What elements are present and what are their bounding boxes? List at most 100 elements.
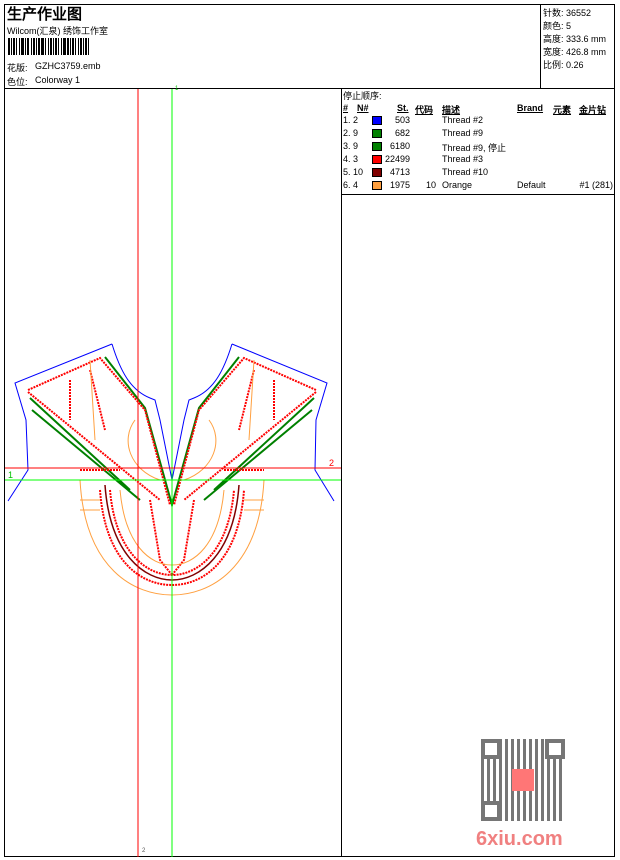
barcode-bar (78, 38, 79, 55)
thread-row: 2. 9 682 Thread #9 (343, 128, 615, 141)
row-idx: 1. (343, 115, 351, 125)
row-no: 10 (353, 167, 364, 177)
barcode-bar (13, 38, 15, 55)
color-swatch (372, 168, 382, 177)
barcode-bar (19, 38, 20, 55)
color-swatch (372, 142, 382, 151)
barcode-bar (40, 38, 41, 55)
stats-divider (540, 4, 541, 88)
row-idx: 2. (343, 128, 351, 138)
barcode-bar (53, 38, 54, 55)
barcode-bar (87, 38, 88, 55)
barcode-bar (29, 38, 31, 55)
barcode-bar (27, 38, 29, 55)
barcode-bar (33, 38, 35, 55)
thread-row: 5. 10 4713 Thread #10 (343, 167, 615, 180)
barcode-bar (11, 38, 12, 55)
stat-colors: 颜色: 5 (543, 21, 572, 31)
table-divider (341, 194, 615, 195)
col-code: 代码 (415, 105, 434, 115)
row-idx: 4. (343, 154, 351, 164)
barcode-bar (89, 38, 91, 55)
col-element: 元素 (553, 105, 572, 115)
design-label: 花版: (7, 63, 28, 73)
barcode-bar (69, 38, 70, 55)
color-swatch (372, 181, 382, 190)
barcode-bar (44, 38, 45, 55)
barcode-bar (46, 38, 48, 55)
col-brand: Brand (517, 103, 544, 113)
barcode-bar (61, 38, 62, 55)
studio-name: Wilcom(汇泉) 绣饰工作室 (7, 26, 108, 36)
col-sequin: 金片钻 (579, 105, 607, 115)
row-sequin: #1 (281) (579, 180, 613, 190)
barcode-bar (67, 38, 69, 55)
row-idx: 6. (343, 180, 351, 190)
barcode-bar (52, 38, 53, 55)
barcode-bar (59, 38, 61, 55)
guide-label-bottom: 2 (142, 848, 146, 854)
barcode-bar (17, 38, 19, 55)
header-divider (4, 88, 615, 89)
worksheet-frame (4, 4, 615, 857)
row-no: 9 (353, 141, 359, 151)
barcode-bar (26, 38, 27, 55)
row-idx: 5. (343, 167, 351, 177)
color-swatch (372, 116, 382, 125)
barcode-bar (84, 38, 85, 55)
row-st: 6180 (389, 141, 410, 151)
col-no: N# (357, 103, 369, 113)
barcode-bar (83, 38, 84, 55)
guide-label-red: 2 (329, 458, 335, 468)
barcode-bar (88, 38, 89, 55)
barcode-bar (63, 38, 66, 55)
row-st: 682 (394, 128, 410, 138)
row-idx: 3. (343, 141, 351, 151)
outline-blue (7, 343, 335, 502)
page-title: 生产作业图 (7, 6, 83, 23)
thread-row: 6. 4 1975 10 Orange Default #1 (281) (343, 180, 615, 193)
thread-row: 4. 3 22499 Thread #3 (343, 154, 615, 167)
row-no: 9 (353, 128, 359, 138)
thread-row: 3. 9 6180 Thread #9, 停止 (343, 141, 615, 154)
barcode-bar (41, 38, 44, 55)
row-no: 4 (353, 180, 359, 190)
row-st: 503 (394, 115, 410, 125)
row-no: 3 (353, 154, 359, 164)
barcode-bar (35, 38, 36, 55)
barcode-bar (32, 38, 33, 55)
stat-width: 宽度: 426.8 mm (543, 47, 607, 57)
row-code: 10 (425, 180, 436, 190)
barcode-bar (50, 38, 52, 55)
barcode-bar (16, 38, 17, 55)
barcode-bar (20, 38, 21, 55)
stat-height: 高度: 333.6 mm (543, 34, 607, 44)
row-st: 1975 (389, 180, 410, 190)
guide-label-top: 1 (175, 86, 179, 92)
row-desc: Thread #3 (442, 154, 484, 164)
color-swatch (372, 129, 382, 138)
colorway-label: 色位: (7, 77, 28, 87)
col-desc: 描述 (442, 105, 461, 115)
panel-divider (341, 88, 342, 857)
barcode-bar (66, 38, 67, 55)
barcode-bar (74, 38, 75, 55)
row-st: 22499 (384, 154, 410, 164)
barcode-bar (45, 38, 46, 55)
barcode-bar (71, 38, 72, 55)
barcode-bar (49, 38, 50, 55)
barcode-bar (62, 38, 63, 55)
barcode-bar (36, 38, 37, 55)
barcode-bar (70, 38, 71, 55)
guide-label-green: 1 (8, 470, 14, 480)
barcode-bar (12, 38, 13, 55)
barcode (8, 38, 150, 55)
barcode-bar (57, 38, 58, 55)
barcode-bar (8, 38, 10, 55)
barcode-bar (76, 38, 78, 55)
stat-scale: 比例: 0.26 (543, 60, 584, 70)
barcode-bar (38, 38, 40, 55)
watermark-qr (481, 739, 565, 821)
sequence-title: 停止顺序: (343, 91, 382, 101)
